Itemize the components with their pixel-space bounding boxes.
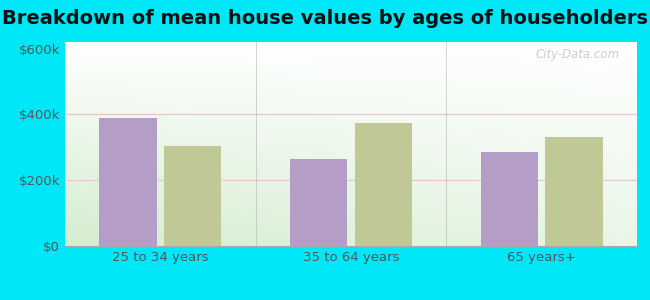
Text: Breakdown of mean house values by ages of householders: Breakdown of mean house values by ages o…: [2, 9, 648, 28]
Bar: [290, 159, 347, 246]
Bar: [355, 123, 412, 246]
Bar: [545, 137, 603, 246]
Bar: [480, 152, 538, 246]
Bar: [99, 118, 157, 246]
Text: City-Data.com: City-Data.com: [536, 48, 620, 61]
Bar: [164, 146, 222, 246]
